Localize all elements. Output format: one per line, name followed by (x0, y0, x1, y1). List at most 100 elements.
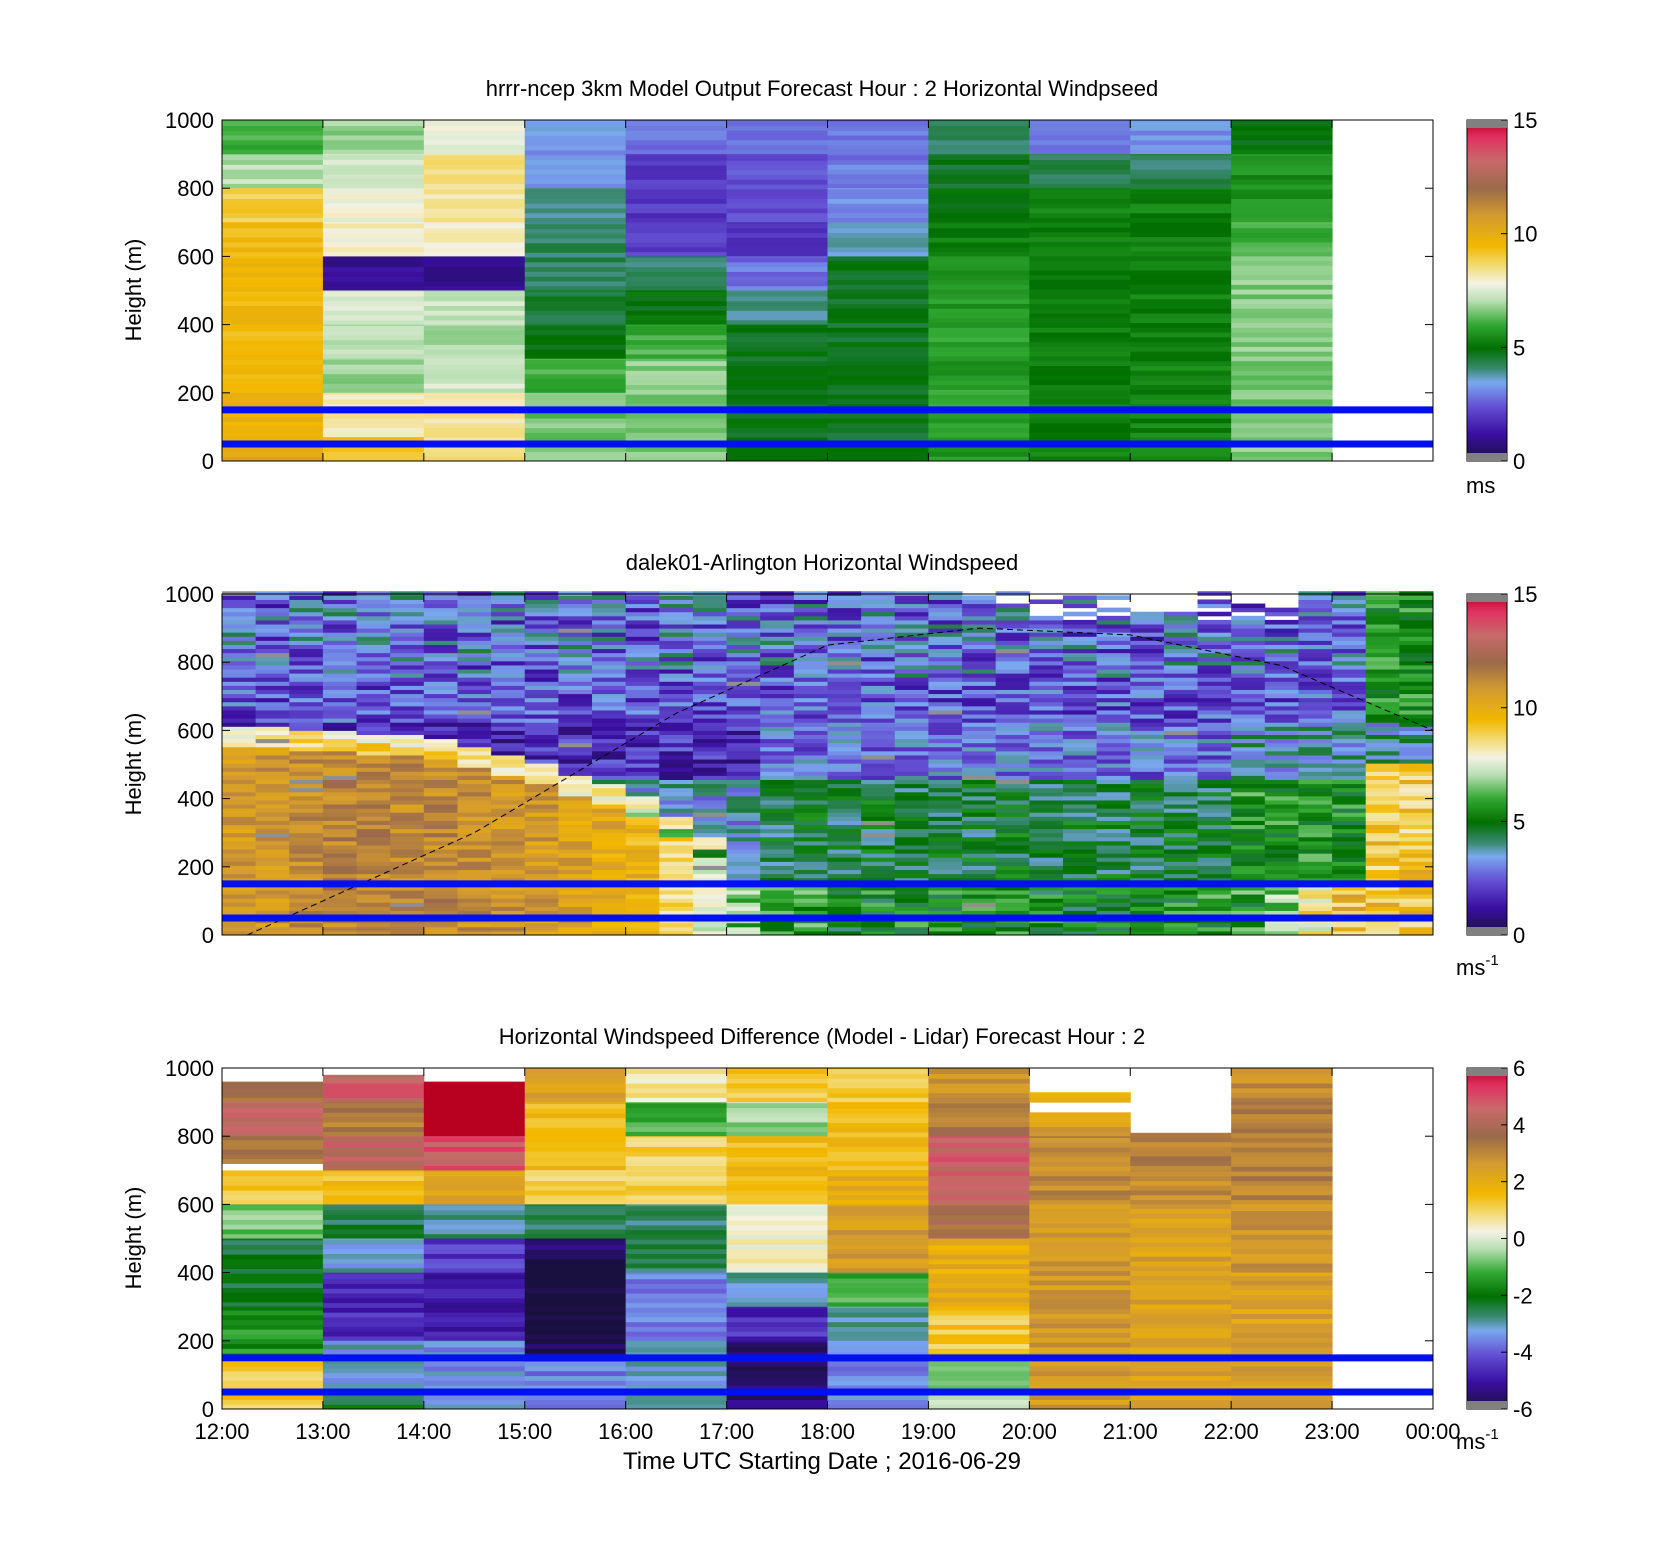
heatmap-cell (1365, 922, 1400, 928)
heatmap-cell (457, 812, 492, 817)
heatmap-cell (1130, 1151, 1232, 1157)
heatmap-cell (592, 726, 627, 731)
heatmap-cell (1399, 779, 1434, 785)
heatmap-cell (524, 849, 559, 854)
heatmap-cell (1130, 763, 1165, 768)
heatmap-cell (222, 1185, 324, 1191)
heatmap-cell (222, 1170, 324, 1172)
colorbar-tick-label: 10 (1513, 222, 1537, 247)
heatmap-cell (289, 652, 324, 658)
heatmap-cell (1231, 1239, 1333, 1245)
heatmap-cell (1029, 389, 1131, 395)
heatmap-cell (894, 607, 929, 613)
heatmap-cell (423, 1107, 526, 1113)
heatmap-cell (1029, 783, 1064, 789)
heatmap-cell (1197, 718, 1232, 723)
heatmap-cell (457, 767, 492, 772)
heatmap-cell (827, 1087, 929, 1094)
heatmap-cell (1130, 446, 1232, 452)
heatmap-cell (827, 413, 929, 419)
heatmap-cell (928, 173, 1030, 180)
heatmap-cell (1029, 1131, 1131, 1137)
heatmap-cell (726, 632, 761, 637)
heatmap-cell (659, 632, 694, 637)
heatmap-cell (322, 1272, 425, 1275)
heatmap-cell (760, 595, 795, 600)
heatmap-cell (255, 734, 290, 740)
heatmap-cell (827, 303, 929, 309)
heatmap-cell (558, 607, 593, 613)
heatmap-cell (1130, 722, 1165, 727)
heatmap-cell (1029, 1218, 1131, 1224)
heatmap-cell (1130, 270, 1232, 276)
heatmap-cell (962, 902, 997, 907)
heatmap-cell (423, 714, 458, 719)
heatmap-cell (962, 832, 997, 838)
heatmap-cell (491, 775, 526, 781)
heatmap-cell (322, 358, 425, 360)
heatmap-cell (726, 319, 828, 326)
heatmap-cell (692, 906, 728, 911)
heatmap-cell (827, 1258, 929, 1264)
heatmap-cell (289, 840, 324, 846)
heatmap-cell (1130, 355, 1232, 362)
heatmap-cell (356, 808, 391, 813)
heatmap-cell (760, 738, 795, 744)
heatmap-cell (659, 595, 694, 600)
heatmap-cell (423, 836, 458, 842)
heatmap-cell (894, 611, 929, 617)
heatmap-cell (1130, 427, 1232, 433)
heatmap-cell (222, 267, 324, 273)
heatmap-cell (1231, 730, 1266, 735)
heatmap-cell (1163, 783, 1199, 789)
heatmap-cell (322, 1117, 425, 1123)
heatmap-cell (524, 1190, 627, 1196)
heatmap-cell (1231, 873, 1266, 879)
heatmap-cell (625, 873, 660, 879)
heatmap-cell (1096, 816, 1131, 821)
heatmap-cell (1096, 873, 1131, 879)
heatmap-cell (1029, 1275, 1131, 1281)
heatmap-cell (222, 1126, 324, 1132)
heatmap-cell (726, 1336, 828, 1342)
heatmap-cell (995, 804, 1030, 809)
heatmap-cell (995, 808, 1030, 813)
heatmap-cell (423, 787, 458, 793)
heatmap-cell (1365, 894, 1400, 899)
heatmap-cell (995, 759, 1030, 764)
heatmap-cell (625, 1175, 728, 1182)
heatmap-cell (625, 418, 728, 424)
heatmap-cell (423, 619, 458, 625)
heatmap-cell (222, 885, 257, 891)
heatmap-cell (894, 705, 929, 711)
heatmap-cell (592, 808, 627, 813)
heatmap-cell (322, 232, 425, 238)
heatmap-cell (1231, 130, 1333, 136)
heatmap-cell (1231, 135, 1333, 141)
heatmap-cell (1163, 787, 1199, 793)
heatmap-cell (928, 1254, 1030, 1260)
heatmap-cell (1130, 1256, 1232, 1262)
heatmap-cell (827, 791, 862, 797)
heatmap-cell (1130, 169, 1232, 175)
heatmap-cell (659, 877, 694, 883)
y-tick-label: 200 (177, 381, 214, 406)
heatmap-cell (1130, 456, 1232, 462)
heatmap-cell (1163, 628, 1199, 633)
heatmap-cell (1130, 1180, 1232, 1186)
heatmap-cell (692, 603, 728, 609)
heatmap-cell (592, 742, 627, 748)
heatmap-cell (1231, 759, 1266, 764)
heatmap-cell (1298, 910, 1333, 916)
heatmap-cell (827, 1199, 929, 1205)
heatmap-cell (625, 804, 660, 809)
heatmap-cell (827, 1326, 929, 1332)
heatmap-cell (390, 857, 425, 862)
heatmap-cell (995, 930, 1030, 936)
heatmap-cell (625, 257, 728, 263)
heatmap-cell (1096, 861, 1131, 866)
heatmap-cell (760, 902, 795, 907)
heatmap-cell (423, 222, 526, 229)
heatmap-cell (423, 1146, 526, 1152)
heatmap-cell (827, 1204, 929, 1207)
